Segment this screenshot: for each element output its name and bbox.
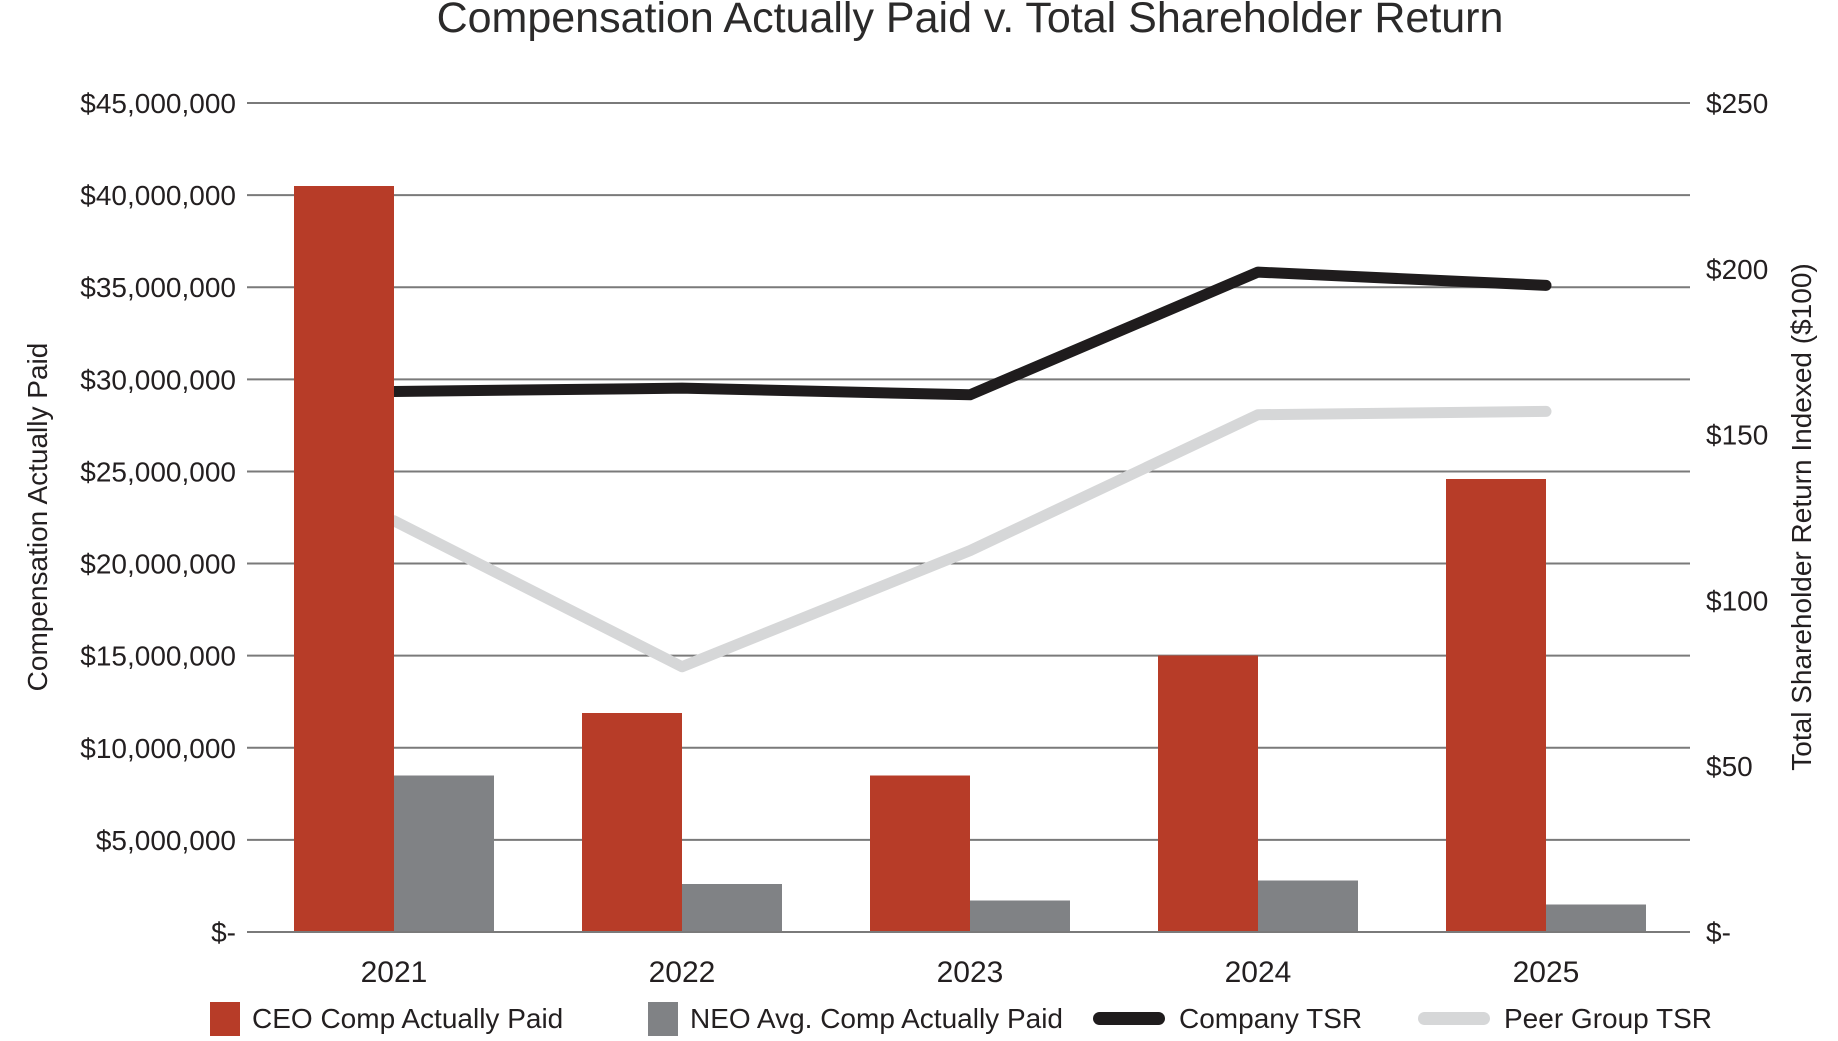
- x-axis-label: 2024: [1225, 956, 1292, 989]
- bar-ceo-comp-actually-paid-2024: [1158, 655, 1258, 932]
- legend: CEO Comp Actually Paid NEO Avg. Comp Act…: [0, 996, 1838, 1041]
- neo-comp-swatch: [648, 1001, 678, 1036]
- x-axis-label: 2025: [1513, 956, 1580, 989]
- right-axis-tick-label: $50: [1706, 751, 1753, 782]
- right-axis-tick-label: $150: [1706, 420, 1768, 451]
- left-axis-tick-label: $10,000,000: [80, 733, 236, 764]
- legend-item-neo-comp: NEO Avg. Comp Actually Paid: [648, 996, 1063, 1041]
- tsr-line-peer-group-tsr: [388, 405, 1552, 673]
- legend-label-peer-tsr: Peer Group TSR: [1504, 1002, 1713, 1034]
- bar-neo-avg-comp-actually-paid-2024: [1258, 880, 1358, 932]
- bar-ceo-comp-actually-paid-2025: [1446, 478, 1546, 932]
- left-axis-tick-label: $5,000,000: [96, 825, 236, 856]
- legend-item-company-tsr: Company TSR: [1093, 996, 1362, 1041]
- left-axis-tick-label: $20,000,000: [80, 549, 236, 580]
- bar-neo-avg-comp-actually-paid-2022: [682, 884, 782, 932]
- legend-label-company-tsr: Company TSR: [1179, 1002, 1363, 1034]
- company-tsr-swatch: [1093, 1012, 1165, 1025]
- x-axis-label: 2022: [649, 956, 716, 989]
- bar-neo-avg-comp-actually-paid-2021: [394, 775, 494, 932]
- chart-title: Compensation Actually Paid v. Total Shar…: [436, 0, 1504, 42]
- bar-ceo-comp-actually-paid-2021: [294, 185, 394, 932]
- x-axis-label: 2023: [937, 956, 1004, 989]
- left-axis-tick-label: $-: [211, 917, 236, 948]
- left-axis-tick-label: $25,000,000: [80, 456, 236, 487]
- left-axis-tick-label: $45,000,000: [80, 88, 236, 119]
- bar-neo-avg-comp-actually-paid-2025: [1546, 904, 1646, 932]
- left-axis-tick-label: $40,000,000: [80, 180, 236, 211]
- right-axis-tick-label: $100: [1706, 585, 1768, 616]
- right-axis-tick-label: $200: [1706, 254, 1768, 285]
- left-axis-tick-label: $35,000,000: [80, 272, 236, 303]
- bar-ceo-comp-actually-paid-2022: [582, 712, 682, 932]
- left-axis-tick-label: $30,000,000: [80, 364, 236, 395]
- peer-tsr-swatch: [1418, 1012, 1490, 1025]
- x-axis-label: 2021: [361, 956, 428, 989]
- legend-label-ceo-comp: CEO Comp Actually Paid: [252, 1002, 564, 1034]
- legend-item-peer-tsr: Peer Group TSR: [1418, 996, 1712, 1041]
- left-axis-tick-label: $15,000,000: [80, 641, 236, 672]
- bar-ceo-comp-actually-paid-2023: [870, 775, 970, 932]
- bar-neo-avg-comp-actually-paid-2023: [970, 900, 1070, 932]
- legend-label-neo-comp: NEO Avg. Comp Actually Paid: [690, 1002, 1063, 1034]
- right-axis-tick-label: $250: [1706, 88, 1768, 119]
- tsr-line-company-tsr: [388, 266, 1552, 401]
- ceo-comp-swatch: [210, 1001, 240, 1036]
- legend-item-ceo-comp: CEO Comp Actually Paid: [210, 996, 563, 1041]
- right-axis-tick-label: $-: [1706, 917, 1731, 948]
